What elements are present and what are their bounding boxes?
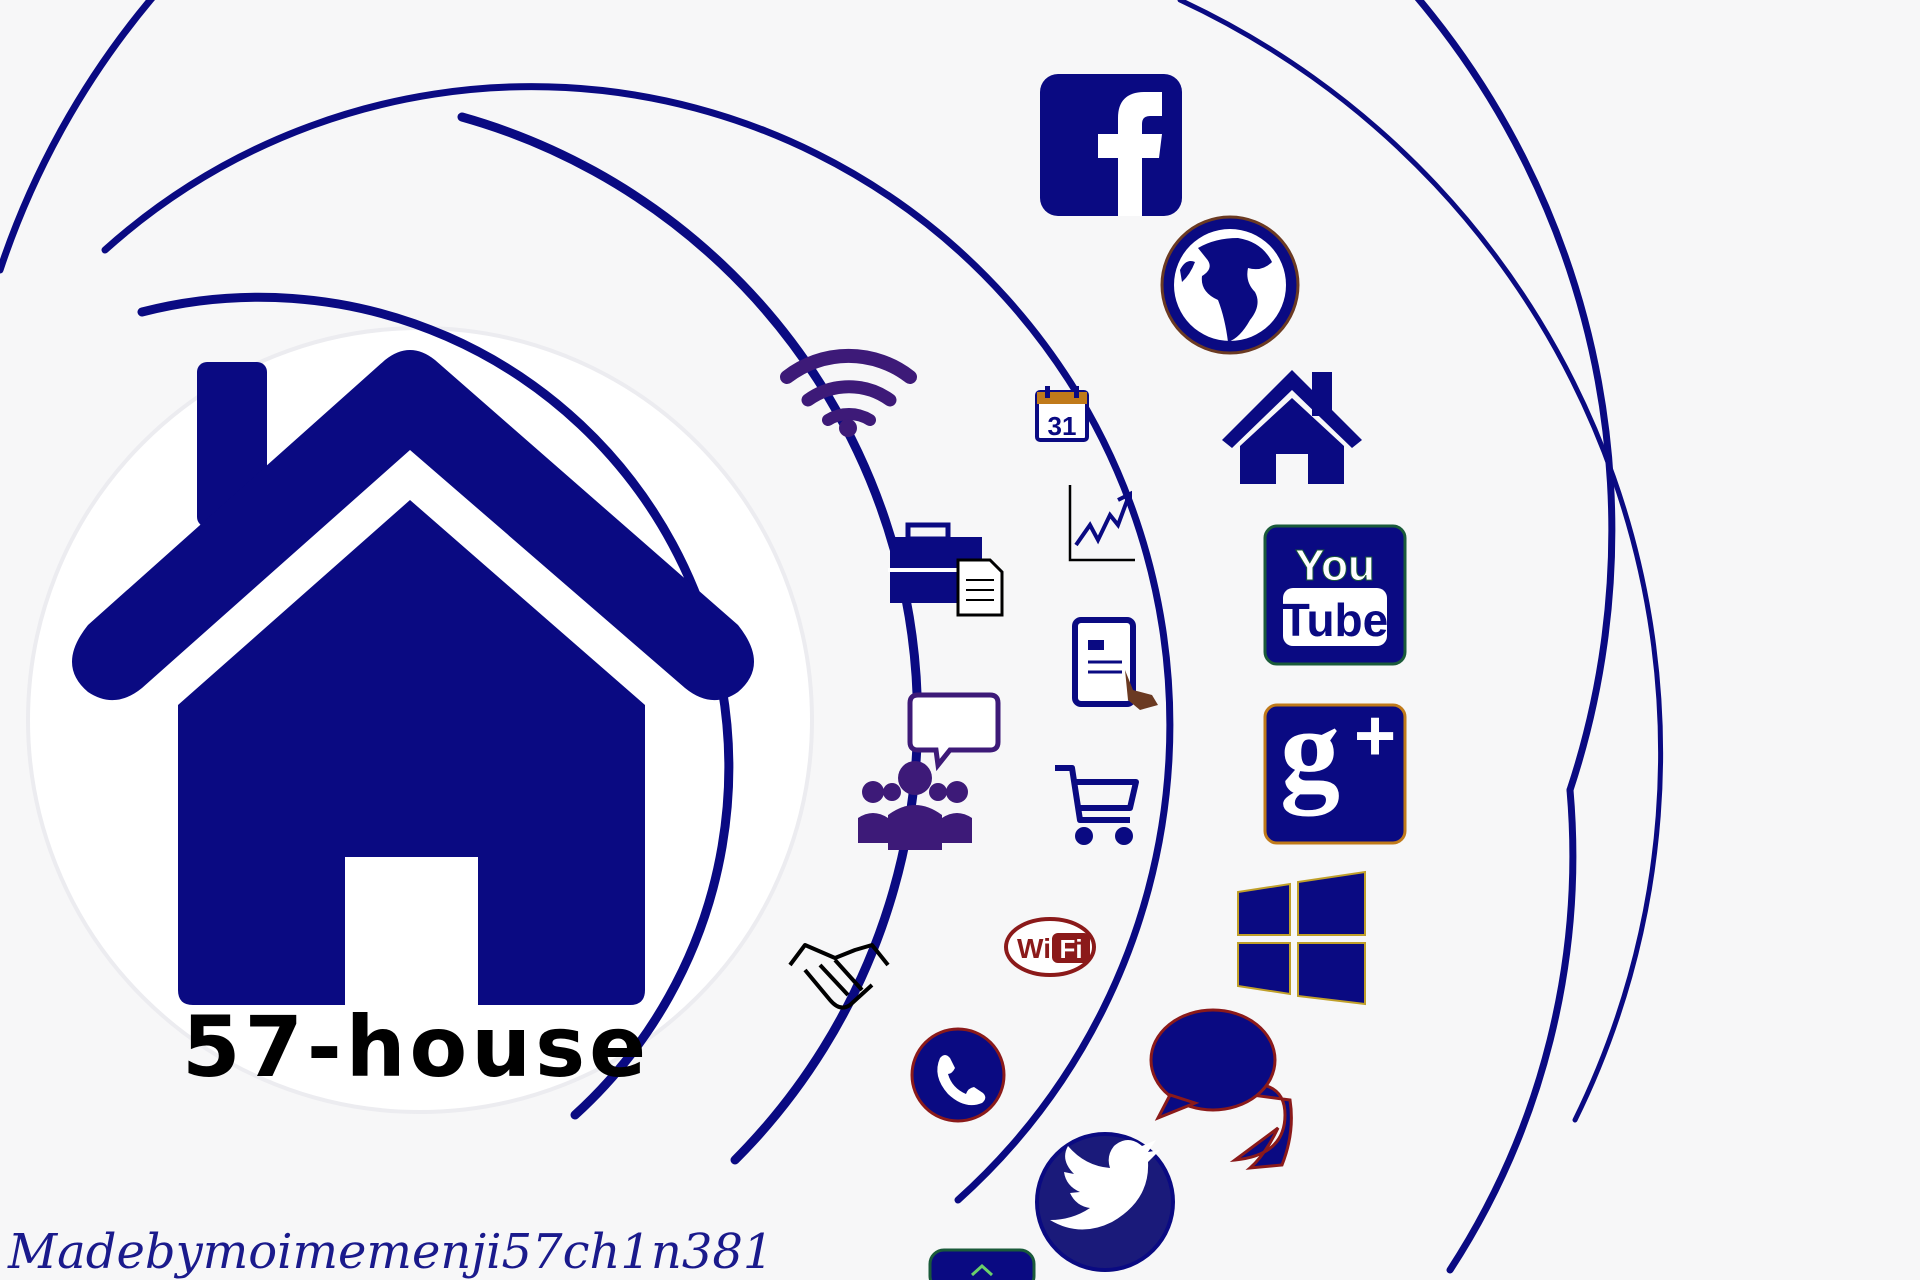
wifi-signal-icon xyxy=(780,348,917,437)
gplus-g: g xyxy=(1280,683,1340,817)
growth-chart-icon xyxy=(1068,485,1135,562)
calendar-day: 31 xyxy=(1048,411,1077,441)
arc-edge xyxy=(1177,0,1664,1123)
calendar-icon: 31 xyxy=(1035,386,1089,442)
phone-icon xyxy=(910,1027,1006,1123)
windows-icon xyxy=(1237,870,1366,1006)
facebook-icon xyxy=(1040,74,1182,216)
partial-icon xyxy=(928,1248,1036,1280)
twitter-icon xyxy=(1035,1132,1175,1272)
wifi-badge-fi: Fi xyxy=(1059,934,1082,964)
author-credit: Madebymoimemenji57ch1n381 xyxy=(8,1224,774,1280)
house-icon xyxy=(72,350,754,1005)
wifi-badge-wi: Wi xyxy=(1017,933,1051,964)
small-house-icon xyxy=(1222,370,1362,484)
wifi-badge-icon: Wi Fi xyxy=(1004,917,1096,977)
shopping-cart-icon xyxy=(1055,765,1139,845)
team-chat-icon xyxy=(858,692,1001,850)
tablet-touch-icon xyxy=(1072,617,1158,710)
arc-swirl xyxy=(101,83,1174,1204)
page-title: 57-house xyxy=(182,998,651,1096)
speech-bubbles-icon xyxy=(1149,1008,1293,1170)
briefcase-document-icon xyxy=(888,522,1004,617)
globe-icon xyxy=(1160,215,1300,355)
youtube-icon: You Tube xyxy=(1263,524,1407,666)
arc-inner xyxy=(137,292,734,1120)
handshake-icon xyxy=(788,943,890,1010)
google-plus-icon: g + xyxy=(1263,683,1407,845)
roof xyxy=(72,350,754,701)
gplus-plus: + xyxy=(1354,696,1396,776)
arc-outer-tail xyxy=(1446,786,1577,1274)
youtube-line2: Tube xyxy=(1282,594,1388,646)
house-body xyxy=(178,500,645,1005)
youtube-line1: You xyxy=(1295,541,1375,590)
arc-outer xyxy=(0,0,1616,794)
